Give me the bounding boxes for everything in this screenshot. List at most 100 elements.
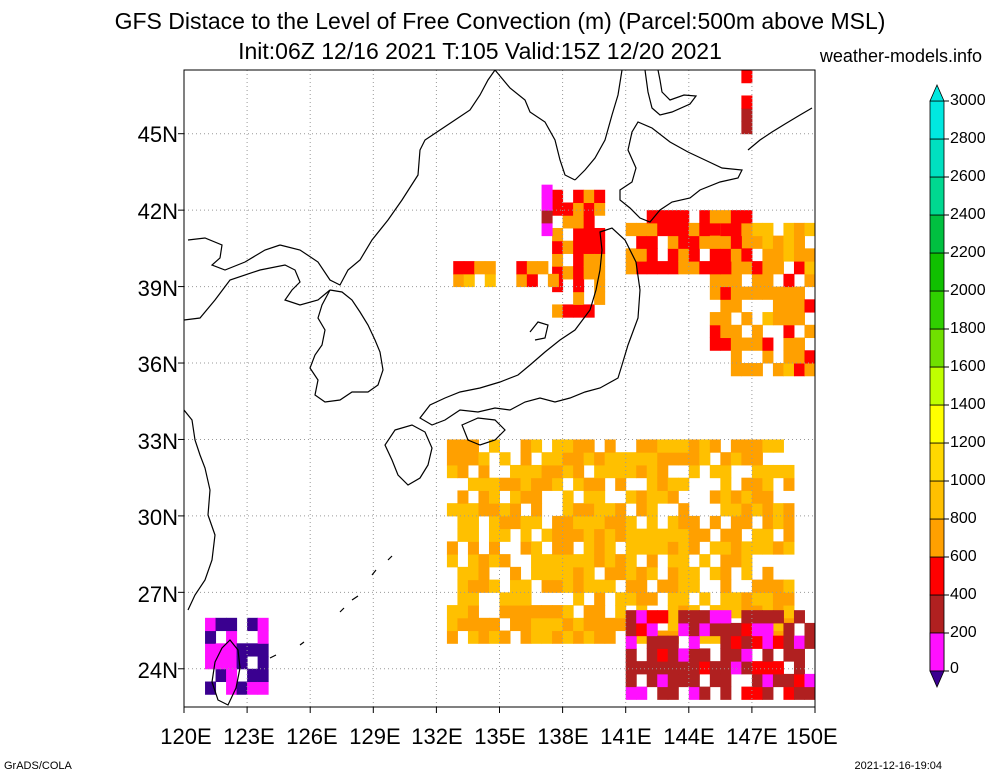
- field-cell: [226, 617, 238, 632]
- field-cell: [657, 610, 669, 624]
- site-credit: weather-models.info: [819, 46, 982, 66]
- field-cell: [762, 439, 774, 453]
- field-cell: [730, 235, 742, 249]
- field-cell: [499, 515, 511, 530]
- field-cell: [484, 261, 496, 275]
- field-cell: [646, 622, 658, 637]
- field-cell: [604, 566, 616, 581]
- field-cell: [453, 273, 465, 288]
- colorbar-segment: [929, 366, 945, 406]
- field-cell: [762, 312, 774, 326]
- axis-ticks: [178, 133, 816, 713]
- field-cell: [699, 648, 711, 662]
- field-cell: [688, 439, 700, 453]
- field-cell: [457, 579, 469, 593]
- field-cell: [625, 248, 637, 262]
- field-cell: [741, 70, 753, 84]
- field-cell: [573, 439, 585, 453]
- field-cell: [783, 235, 795, 249]
- field-cell: [236, 643, 248, 657]
- field-cell: [594, 490, 606, 504]
- field-cell: [520, 541, 532, 555]
- field-cell: [688, 452, 700, 466]
- field-cell: [667, 528, 679, 542]
- field-cell: [446, 439, 458, 453]
- field-cell: [583, 630, 595, 644]
- colorbar-segment: [929, 442, 945, 482]
- field-cell: [604, 452, 616, 466]
- field-cell: [793, 337, 805, 351]
- field-cell: [657, 648, 669, 662]
- field-cell: [594, 630, 606, 644]
- field-cell: [457, 515, 469, 530]
- colorbar-segment: [929, 138, 945, 178]
- field-cell: [499, 452, 511, 466]
- colorbar-label: 400: [950, 586, 977, 603]
- colorbar-segment: [929, 556, 945, 596]
- field-cell: [478, 554, 490, 568]
- field-cell: [741, 222, 753, 237]
- coast-honshu: [419, 227, 641, 426]
- lfc-field-layer: [205, 70, 815, 700]
- field-cell: [573, 528, 585, 542]
- field-cell: [783, 337, 795, 351]
- field-cell: [657, 261, 669, 275]
- field-cell: [636, 686, 648, 700]
- field-cell: [709, 610, 721, 624]
- field-cell: [751, 464, 763, 479]
- field-cell: [625, 464, 637, 479]
- field-cell: [520, 617, 532, 632]
- field-cell: [678, 554, 690, 568]
- lon-label: 147E: [726, 724, 778, 749]
- lat-label: 39N: [137, 276, 178, 301]
- field-cell: [457, 566, 469, 581]
- field-cell: [573, 452, 585, 466]
- field-cell: [783, 635, 795, 649]
- field-cell: [573, 253, 585, 267]
- field-cell: [709, 235, 721, 249]
- field-cell: [520, 490, 532, 504]
- field-cell: [772, 261, 784, 275]
- field-cell: [646, 610, 658, 624]
- field-cell: [783, 579, 795, 593]
- field-cell: [636, 261, 648, 275]
- field-cell: [562, 566, 574, 581]
- field-cell: [520, 630, 532, 644]
- field-cell: [741, 452, 753, 466]
- field-cell: [488, 477, 500, 491]
- field-cell: [467, 566, 479, 581]
- field-cell: [583, 579, 595, 593]
- field-cell: [772, 610, 784, 624]
- field-cell: [730, 350, 742, 364]
- field-cell: [646, 222, 658, 237]
- field-cell: [583, 227, 595, 242]
- field-cell: [499, 605, 511, 619]
- field-cell: [541, 554, 553, 568]
- field-cell: [646, 235, 658, 249]
- field-cell: [257, 643, 269, 657]
- colorbar-label: 1400: [950, 396, 986, 413]
- field-cell: [562, 605, 574, 619]
- field-cell: [730, 528, 742, 542]
- field-cell: [573, 304, 585, 318]
- field-cell: [699, 452, 711, 466]
- field-cell: [804, 686, 815, 700]
- field-cell: [457, 452, 469, 466]
- field-cell: [657, 222, 669, 237]
- field-cell: [709, 312, 721, 326]
- field-cell: [636, 592, 648, 606]
- field-cell: [762, 222, 774, 237]
- field-cell: [625, 261, 637, 275]
- field-cell: [678, 452, 690, 466]
- field-cell: [741, 635, 753, 649]
- field-cell: [604, 503, 616, 517]
- field-cell: [720, 477, 732, 491]
- field-cell: [604, 630, 616, 644]
- field-cell: [463, 261, 475, 275]
- field-cell: [625, 635, 637, 649]
- field-cell: [699, 622, 711, 637]
- field-cell: [762, 661, 774, 675]
- field-cell: [457, 490, 469, 504]
- field-cell: [678, 248, 690, 262]
- field-cell: [573, 592, 585, 606]
